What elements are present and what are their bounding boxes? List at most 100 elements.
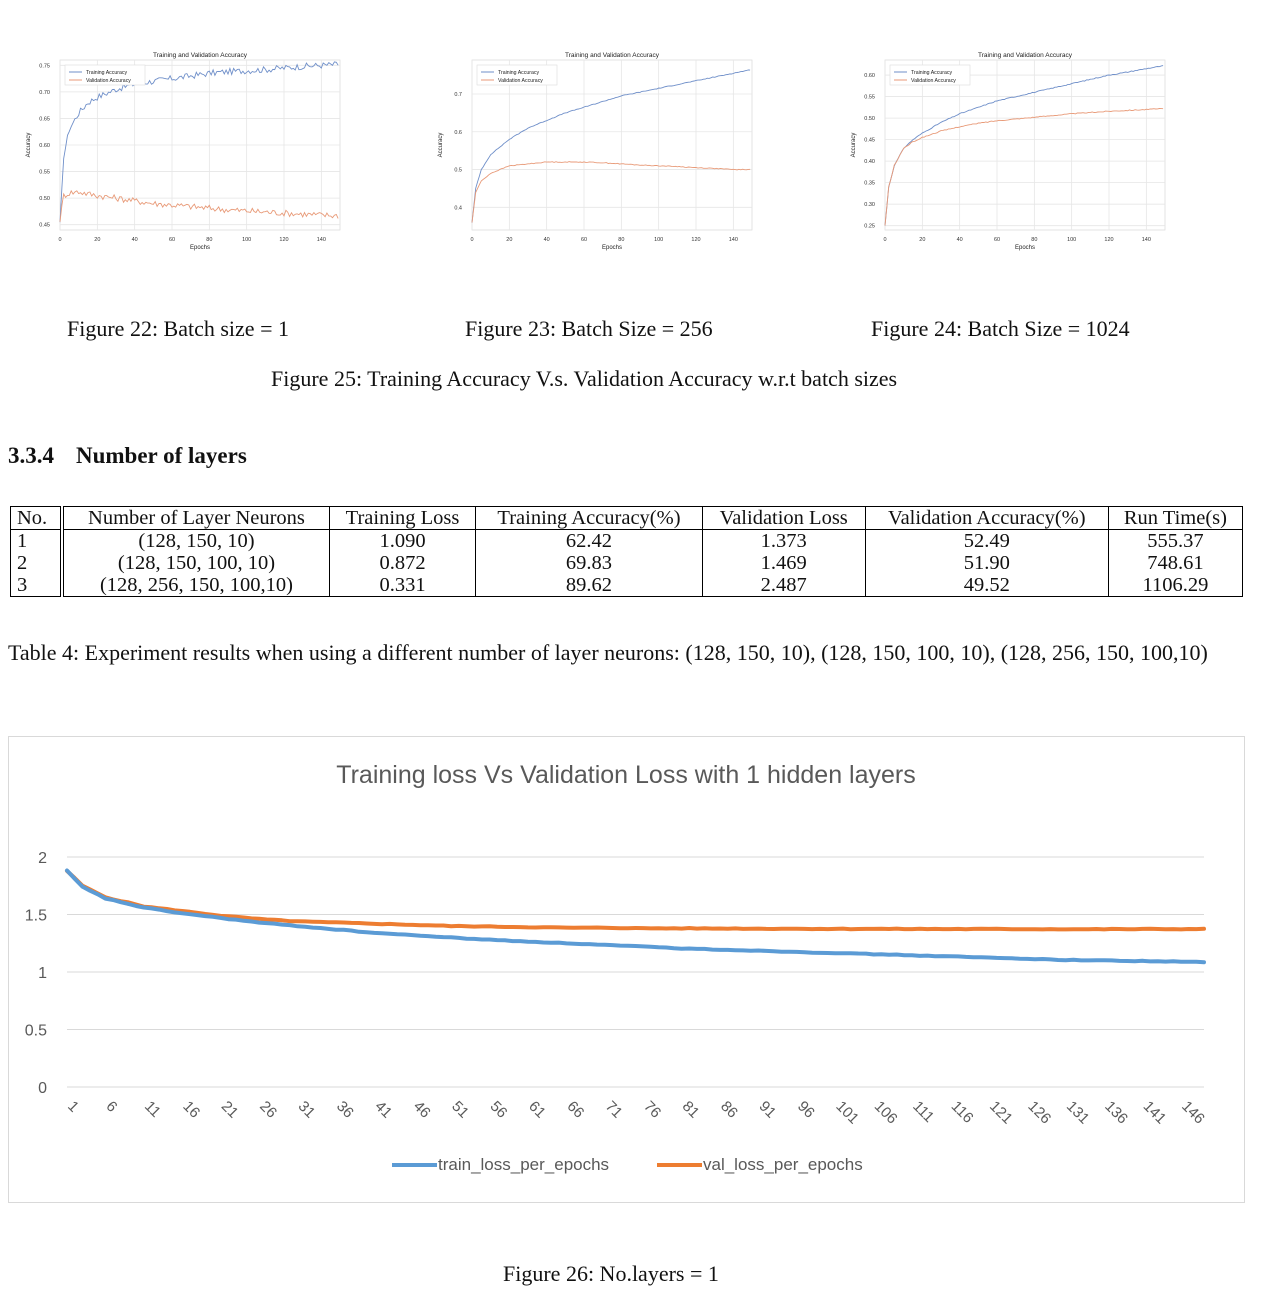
y-tick-label: 0.70 [39, 90, 50, 96]
figure-23-chart: 0 20 40 60 80 100 120 140 0.4 0.5 0.6 0.7 Training a… [438, 52, 753, 251]
table-cell: 1 [10, 529, 65, 552]
table-cell: 62.42 [475, 529, 703, 552]
plot-area [884, 59, 1166, 231]
y-axis-label: Accuracy [438, 133, 444, 158]
table-cell: 3 [10, 574, 65, 597]
y-tick-label: 0.5 [25, 1023, 47, 1040]
y-tick-label: 0.35 [864, 181, 875, 187]
x-tick-label: 31 [295, 1098, 319, 1122]
x-tick-label: 80 [618, 237, 624, 243]
x-tick-label: 100 [1067, 237, 1076, 243]
x-tick-label: 26 [256, 1098, 280, 1122]
x-tick-label: 40 [957, 237, 963, 243]
x-tick-label: 6 [103, 1098, 121, 1116]
table-cell: 1106.29 [1107, 574, 1244, 597]
y-tick-label: 0.50 [864, 116, 875, 122]
table-header: No. [10, 506, 65, 530]
x-tick-label: 0 [883, 237, 886, 243]
table-cell: 69.83 [475, 552, 703, 574]
figure-22-chart: 0 20 40 60 80 100 120 140 0.45 0.50 0.55 0.60 0.65 0.… [26, 52, 341, 251]
x-tick-label: 0 [470, 237, 473, 243]
legend-box [64, 64, 146, 86]
table-caption: Table 4: Experiment results when using a… [8, 640, 1208, 665]
table-cell: 2.487 [701, 574, 866, 597]
chart-title: Training and Validation Accuracy [978, 52, 1073, 59]
y-axis-label: Accuracy [26, 133, 32, 158]
table-cell: 51.90 [864, 552, 1109, 574]
table-cell: 1.090 [328, 529, 477, 552]
x-tick-label: 131 [1063, 1098, 1093, 1128]
x-tick-label: 116 [948, 1098, 977, 1127]
table-header: Training Loss [328, 506, 477, 530]
y-tick-label: 0.40 [864, 159, 875, 165]
series-line [884, 108, 1164, 226]
x-tick-label: 71 [602, 1098, 626, 1122]
legend-label: Validation Accuracy [498, 78, 543, 84]
table-header-row: No. Number of Layer Neurons Training Los… [10, 506, 1244, 530]
table-cell: 1.373 [701, 529, 866, 552]
table-cell: 52.49 [864, 529, 1109, 552]
legend-label: Training Accuracy [86, 70, 127, 76]
table-cell: 2 [10, 552, 65, 574]
x-tick-label: 80 [1031, 237, 1037, 243]
table-cell: (128, 150, 100, 10) [61, 552, 330, 574]
table-cell: 49.52 [864, 574, 1109, 597]
figure-23-caption: Figure 23: Batch Size = 256 [465, 316, 713, 341]
legend-label: Validation Accuracy [86, 78, 131, 84]
chart-title: Training and Validation Accuracy [565, 52, 660, 59]
x-axis-label: Epochs [602, 245, 622, 251]
y-axis-label: Accuracy [851, 133, 857, 158]
section-number: 3.3.4 [8, 443, 54, 468]
series-line [59, 189, 339, 222]
y-tick-label: 0.60 [39, 143, 50, 149]
x-tick-label: 1 [64, 1098, 82, 1116]
y-tick-label: 0 [38, 1080, 47, 1097]
x-tick-label: 80 [206, 237, 212, 243]
table-header: Validation Loss [701, 506, 866, 530]
series-line [884, 65, 1164, 226]
legend-label: val_loss_per_epochs [703, 1155, 863, 1174]
x-tick-label: 20 [919, 237, 925, 243]
x-tick-label: 140 [317, 237, 326, 243]
y-tick-label: 1.5 [25, 908, 47, 925]
table-row: 2 (128, 150, 100, 10) 0.872 69.83 1.469 … [10, 552, 1244, 574]
x-tick-label: 20 [506, 237, 512, 243]
x-axis-label: Epochs [1015, 245, 1035, 251]
y-tick-label: 0.55 [39, 170, 50, 176]
figure-24-caption: Figure 24: Batch Size = 1024 [871, 316, 1130, 341]
x-tick-label: 106 [871, 1098, 901, 1128]
x-tick-label: 60 [169, 237, 175, 243]
x-tick-label: 121 [986, 1098, 1016, 1128]
section-heading: 3.3.4 Number of layers [8, 443, 247, 469]
table-row: 1 (128, 150, 10) 1.090 62.42 1.373 52.49… [10, 529, 1244, 552]
y-tick-label: 0.75 [39, 63, 50, 69]
table-header: Validation Accuracy(%) [864, 506, 1109, 530]
table-cell: 748.61 [1107, 552, 1244, 574]
x-tick-label: 100 [654, 237, 663, 243]
table-cell: 555.37 [1107, 529, 1244, 552]
x-tick-label: 61 [525, 1098, 549, 1122]
x-tick-label: 41 [371, 1098, 395, 1122]
series-line [59, 61, 339, 223]
figure-26-chart: Training loss Vs Validation Loss with 1 … [25, 761, 1208, 1174]
x-tick-label: 40 [132, 237, 138, 243]
x-tick-label: 11 [141, 1098, 164, 1121]
x-tick-label: 86 [717, 1098, 741, 1122]
x-tick-label: 136 [1101, 1098, 1131, 1128]
table-cell: 0.872 [328, 552, 477, 574]
series-line [471, 161, 751, 223]
chart-title: Training and Validation Accuracy [153, 52, 248, 59]
x-tick-label: 146 [1178, 1098, 1208, 1128]
y-tick-label: 0.4 [454, 205, 462, 211]
figure-26-chart-frame: Training loss Vs Validation Loss with 1 … [8, 736, 1245, 1203]
table-row: 3 (128, 256, 150, 100,10) 0.331 89.62 2.… [10, 574, 1244, 597]
x-tick-label: 60 [994, 237, 1000, 243]
figure-22-caption: Figure 22: Batch size = 1 [67, 316, 289, 341]
results-table: No. Number of Layer Neurons Training Los… [10, 506, 1244, 597]
figure-26-caption: Figure 26: No.layers = 1 [503, 1261, 719, 1286]
x-tick-label: 140 [729, 237, 738, 243]
x-tick-label: 40 [544, 237, 550, 243]
legend-box [476, 64, 558, 86]
x-tick-label: 120 [279, 237, 288, 243]
x-tick-label: 56 [487, 1098, 511, 1122]
